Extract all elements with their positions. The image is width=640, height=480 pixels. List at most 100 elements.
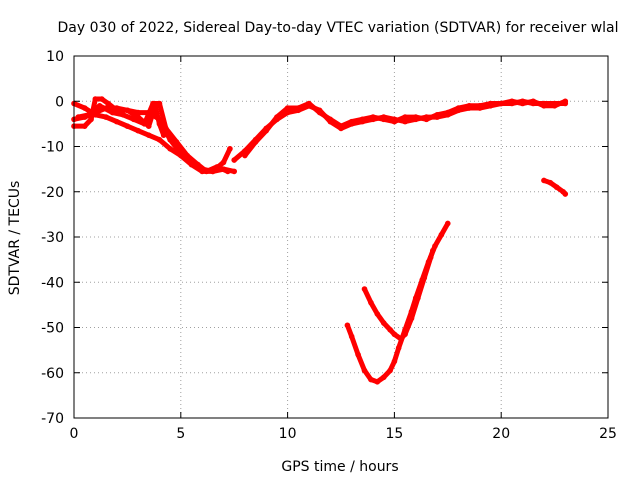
data-point: [338, 123, 344, 129]
data-point: [370, 114, 376, 120]
data-point: [391, 358, 398, 365]
data-point: [203, 168, 210, 175]
data-point: [391, 118, 398, 125]
y-tick-label: -10: [41, 140, 64, 156]
data-point: [167, 145, 173, 152]
data-point: [227, 145, 233, 152]
data-point: [145, 132, 152, 138]
series-line: [242, 98, 568, 159]
data-point: [445, 220, 451, 227]
data-point: [156, 100, 163, 107]
data-point: [214, 164, 220, 170]
data-point: [141, 121, 148, 127]
data-point: [150, 100, 156, 107]
data-point: [75, 114, 82, 120]
y-tick-label: -20: [41, 185, 64, 201]
data-point: [402, 331, 408, 338]
data-point: [541, 177, 547, 184]
data-point: [355, 351, 361, 358]
data-series: [361, 247, 436, 342]
data-point: [421, 274, 428, 281]
data-point: [224, 168, 231, 175]
data-point: [263, 127, 270, 134]
data-point: [498, 100, 505, 107]
data-point: [547, 179, 554, 186]
data-point: [380, 374, 387, 381]
data-series-group: [71, 96, 569, 385]
data-point: [96, 102, 103, 109]
x-tick-label: 5: [176, 426, 185, 442]
data-point: [387, 326, 393, 333]
data-point: [359, 116, 366, 123]
data-point: [374, 311, 381, 317]
data-point: [113, 118, 120, 125]
y-tick-label: 0: [55, 94, 64, 110]
data-point: [412, 114, 419, 120]
data-point: [252, 139, 259, 145]
data-point: [231, 157, 237, 163]
data-point: [348, 118, 355, 125]
data-point: [81, 105, 88, 111]
data-point: [530, 98, 537, 105]
data-point: [156, 121, 163, 127]
data-point: [284, 105, 291, 111]
data-point: [361, 286, 368, 292]
data-point: [184, 152, 191, 159]
x-tick-label: 25: [599, 426, 617, 442]
data-point: [430, 247, 436, 254]
data-point: [120, 112, 126, 118]
data-point: [423, 116, 430, 123]
data-point: [135, 127, 141, 134]
data-point: [156, 136, 163, 143]
data-series: [75, 100, 231, 175]
x-tick-label: 20: [492, 426, 510, 442]
y-tick-label: -30: [41, 230, 64, 246]
data-point: [402, 114, 408, 120]
x-tick-label: 15: [385, 426, 403, 442]
data-point: [306, 100, 312, 107]
data-point: [160, 132, 167, 138]
data-point: [131, 116, 137, 123]
data-point: [368, 376, 374, 383]
data-point: [105, 100, 111, 107]
y-tick-label: -60: [41, 366, 64, 382]
data-point: [368, 299, 374, 306]
data-point: [81, 123, 88, 129]
data-point: [519, 100, 526, 107]
data-point: [374, 379, 381, 385]
data-point: [195, 161, 201, 168]
chart-title: Day 030 of 2022, Sidereal Day-to-day VTE…: [57, 20, 618, 36]
y-tick-label: -50: [41, 321, 64, 337]
data-point: [466, 102, 472, 109]
data-point: [398, 336, 404, 342]
data-point: [295, 105, 302, 111]
data-point: [344, 322, 351, 329]
y-tick-label: -70: [41, 411, 64, 427]
data-point: [455, 105, 462, 111]
data-point: [173, 139, 180, 145]
y-tick-label: -40: [41, 275, 64, 291]
data-point: [86, 112, 92, 118]
data-point: [434, 112, 440, 118]
data-point: [391, 331, 398, 338]
data-point: [553, 184, 560, 191]
y-tick-label: 10: [46, 49, 64, 65]
data-point: [163, 125, 169, 132]
data-point: [348, 333, 355, 340]
data-series: [231, 98, 569, 163]
data-point: [327, 116, 334, 123]
data-point: [242, 152, 248, 159]
data-point: [380, 320, 387, 326]
y-axis-title: SDTVAR / TECUs: [7, 181, 23, 296]
data-point: [316, 109, 323, 116]
data-point: [562, 98, 569, 105]
data-point: [220, 159, 227, 166]
data-point: [387, 367, 393, 374]
data-point: [109, 109, 116, 116]
series-line: [75, 101, 231, 174]
data-point: [509, 98, 515, 105]
data-point: [541, 102, 547, 109]
data-point: [124, 107, 131, 114]
data-point: [438, 231, 445, 238]
